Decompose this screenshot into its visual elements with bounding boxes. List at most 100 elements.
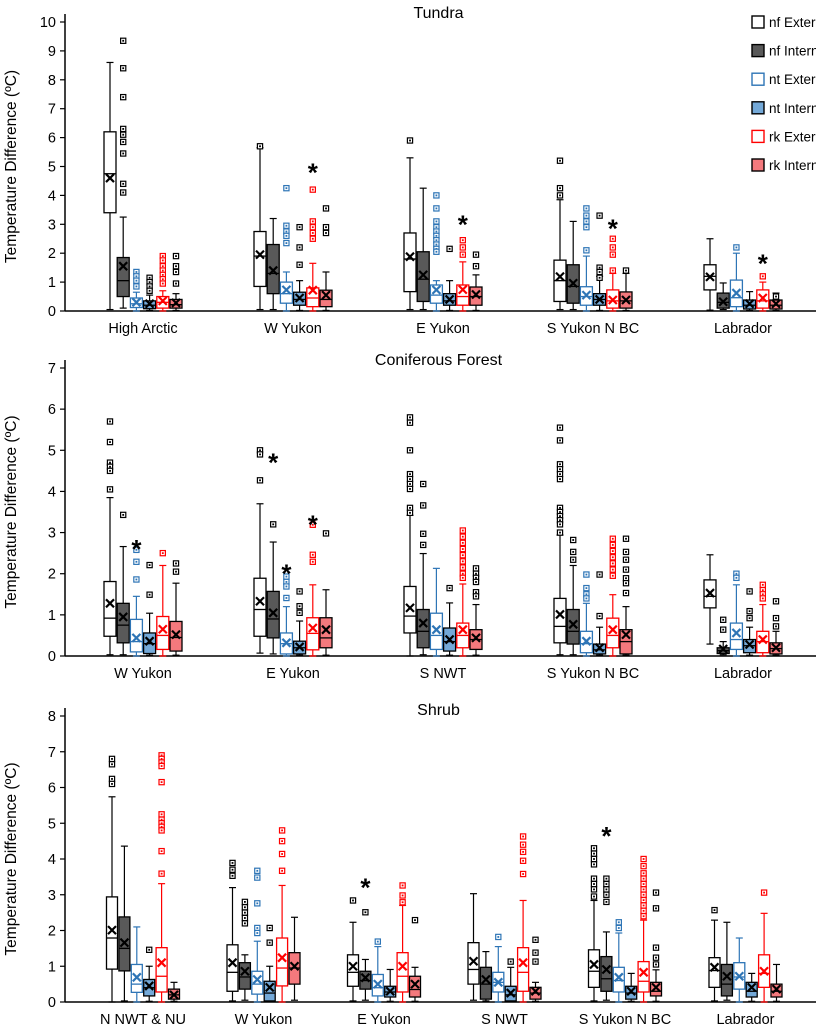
outlier-dot	[461, 572, 464, 575]
outlier-dot	[642, 893, 645, 896]
box-rk-external	[757, 889, 771, 1003]
y-tick-label: 1	[48, 608, 56, 624]
box-rk-external	[456, 527, 470, 657]
box-rk-internal	[469, 565, 483, 656]
box-nf-external	[553, 424, 567, 656]
y-tick-label: 0	[48, 649, 56, 665]
outlier-dot	[572, 539, 575, 541]
outlier-dot	[409, 511, 411, 514]
outlier-dot	[611, 556, 614, 559]
outlier-dot	[735, 246, 738, 249]
iqr-box	[649, 981, 663, 997]
outlier-dot	[761, 593, 764, 596]
iqr-box	[403, 585, 417, 634]
mean-marker	[144, 981, 154, 991]
mean-marker	[169, 990, 179, 1000]
x-category-label: E Yukon	[416, 321, 470, 337]
iqr-box	[105, 896, 119, 970]
outlier-dot	[775, 600, 777, 603]
mean-marker	[348, 961, 358, 972]
y-tick-label: 7	[48, 745, 56, 761]
significance-star: *	[308, 157, 319, 187]
outlier-dot	[231, 874, 234, 877]
x-category-label: S NWT	[420, 666, 467, 682]
outlier-dot	[611, 568, 614, 571]
outlier-dot	[272, 523, 275, 526]
chart-title: Coniferous Forest	[375, 352, 503, 369]
outlier-dot	[285, 585, 288, 588]
iqr-box	[429, 284, 444, 304]
x-category-label: E Yukon	[357, 1012, 411, 1028]
outlier-dot	[109, 488, 111, 491]
outlier-dot	[642, 899, 645, 902]
box-nt-external	[429, 192, 444, 312]
mean-marker	[555, 609, 565, 620]
mean-marker	[601, 964, 612, 975]
mean-marker	[718, 296, 728, 307]
mean-marker	[744, 298, 755, 309]
significance-star: *	[601, 821, 612, 851]
outlier-dot	[593, 877, 595, 880]
y-tick-label: 8	[48, 709, 56, 725]
x-category-label: S Yukon N BC	[547, 321, 639, 337]
chart-title: Tundra	[413, 5, 463, 22]
outlier-dot	[435, 234, 438, 237]
outlier-dot	[285, 597, 288, 599]
outlier-dot	[231, 862, 234, 864]
outlier-dot	[409, 139, 411, 142]
outlier-dot	[160, 758, 163, 760]
outlier-dot	[256, 876, 259, 879]
mean-marker	[758, 293, 768, 303]
outlier-dot	[605, 877, 608, 880]
mean-marker	[418, 618, 428, 628]
outlier-dot	[775, 617, 777, 620]
outlier-dot	[122, 96, 125, 99]
outlier-dot	[475, 595, 477, 598]
mean-marker	[594, 642, 605, 653]
mean-marker	[431, 624, 442, 635]
outlier-dot	[281, 840, 283, 843]
outlier-dot	[148, 593, 151, 596]
box-rk-external	[156, 549, 170, 657]
box-nt-internal	[592, 212, 607, 312]
outlier-dot	[598, 266, 601, 269]
box-nt-external	[129, 546, 144, 657]
box-nt-external	[729, 570, 744, 657]
outlier-dot	[298, 246, 301, 249]
mean-marker	[481, 974, 491, 985]
y-tick-label: 5	[48, 443, 56, 459]
box-nf-internal	[238, 898, 252, 1001]
iqr-box	[346, 954, 360, 987]
outlier-dot	[642, 858, 645, 860]
outlier-dot	[761, 597, 764, 600]
box-nt-external	[579, 205, 594, 312]
y-tick-label: 9	[48, 44, 56, 60]
outlier-dot	[611, 246, 614, 249]
outlier-dot	[461, 576, 464, 579]
outlier-dot	[611, 537, 614, 540]
outlier-dot	[559, 515, 561, 518]
outlier-dot	[475, 572, 477, 575]
mean-marker	[505, 988, 516, 998]
box-nf-external	[703, 238, 717, 311]
outlier-dot	[559, 463, 561, 466]
iqr-box	[155, 947, 168, 993]
outlier-dot	[593, 883, 595, 885]
x-category-label: Labrador	[714, 666, 772, 682]
box-nt-external	[279, 184, 294, 312]
outlier-dot	[160, 754, 163, 757]
outlier-dot	[109, 461, 111, 464]
box-nt-external	[279, 573, 294, 657]
outlier-dot	[642, 904, 645, 907]
legend-swatch-nt-external	[751, 72, 765, 86]
iqr-box	[416, 608, 430, 649]
outlier-dot	[256, 927, 259, 929]
box-rk-internal	[169, 560, 183, 656]
coniferous-forest-chart: Coniferous Forest 0 1 2 3 4 5 6 7 Temperature Dif…	[3, 352, 816, 682]
outlier-dot	[559, 531, 561, 534]
box-nf-internal	[359, 909, 372, 1001]
outlier-dot	[435, 220, 438, 223]
outlier-dot	[409, 478, 411, 480]
box-nt-internal	[625, 972, 638, 1002]
outlier-dot	[559, 523, 561, 526]
